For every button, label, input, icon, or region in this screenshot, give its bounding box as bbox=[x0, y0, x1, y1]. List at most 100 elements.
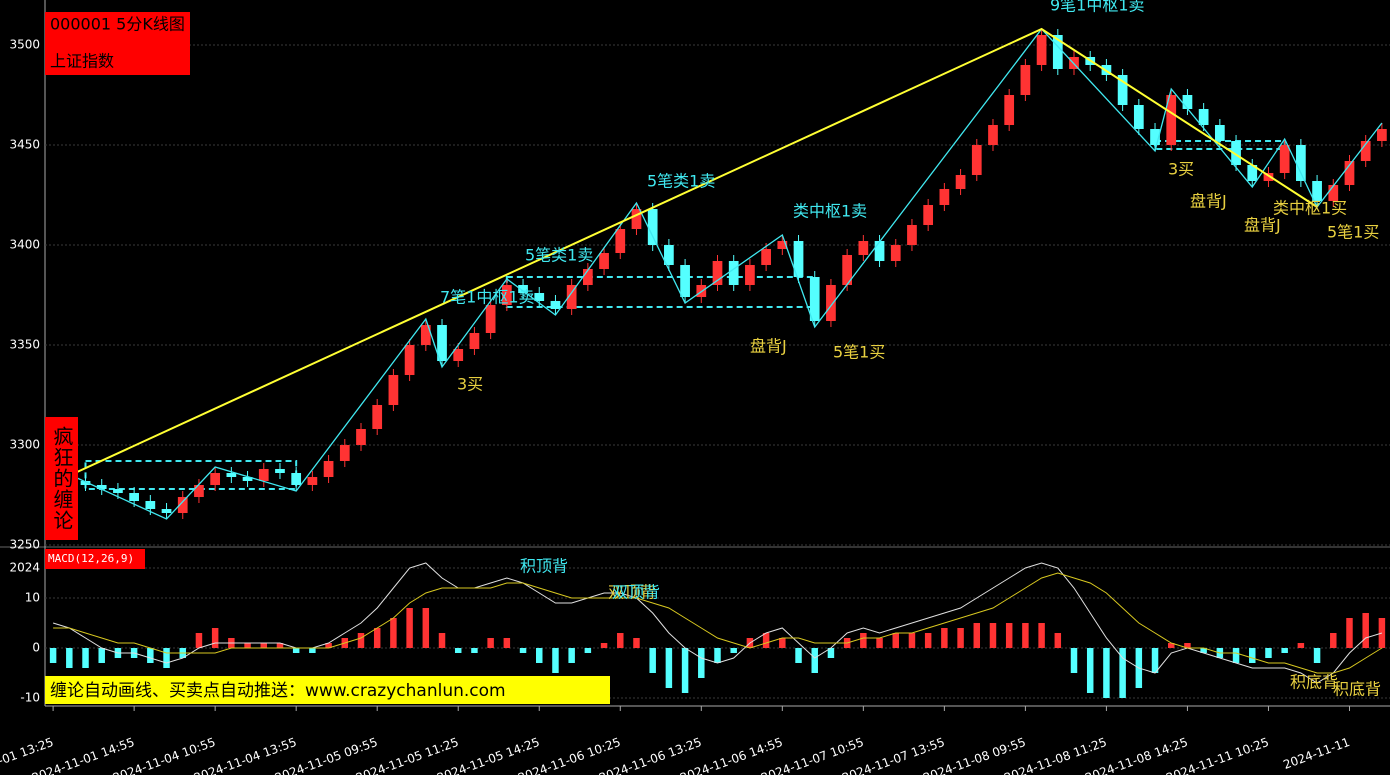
annotation: 3买 bbox=[1168, 160, 1194, 179]
macd-bar bbox=[244, 643, 251, 648]
candle-body bbox=[469, 333, 480, 349]
macd-bar bbox=[1119, 648, 1126, 698]
macd-bar bbox=[762, 633, 770, 648]
candle-body bbox=[113, 489, 123, 493]
macd-bar bbox=[957, 628, 964, 648]
macd-bar bbox=[633, 638, 640, 648]
candle-body bbox=[388, 375, 399, 405]
candle-body bbox=[453, 349, 464, 361]
macd-bar bbox=[1005, 623, 1013, 648]
macd-bar bbox=[973, 623, 981, 648]
macd-bar bbox=[536, 648, 543, 663]
candle-body bbox=[1036, 35, 1047, 65]
banner-box bbox=[45, 676, 610, 704]
macd-bar bbox=[1184, 643, 1191, 648]
annotation: 5笔1买 bbox=[1327, 223, 1379, 242]
candle-body bbox=[291, 473, 302, 485]
y-tick-label: 3450 bbox=[9, 138, 40, 152]
annotation: 5笔1买 bbox=[833, 343, 885, 362]
macd-bar bbox=[1151, 648, 1159, 673]
candle-body bbox=[518, 285, 528, 293]
y-tick-label: 2024 bbox=[9, 561, 40, 575]
macd-bar bbox=[876, 638, 883, 648]
candle-body bbox=[1328, 185, 1339, 201]
title-box bbox=[45, 12, 190, 75]
annotation: 9笔1中枢1卖 bbox=[1050, 0, 1145, 15]
candle-body bbox=[80, 481, 91, 485]
macd-bar bbox=[98, 648, 105, 663]
annotation: 积底背 bbox=[1333, 680, 1381, 699]
candle-body bbox=[404, 345, 415, 375]
candle-body bbox=[583, 269, 593, 285]
macd-bar bbox=[276, 643, 284, 648]
macd-bar bbox=[714, 648, 721, 663]
y-tick-label: 0 bbox=[32, 641, 40, 655]
annotation: 盘背J bbox=[750, 337, 787, 356]
candle-body bbox=[242, 477, 253, 481]
candle-body bbox=[1020, 65, 1031, 95]
macd-bar bbox=[1265, 648, 1272, 658]
macd-bar bbox=[730, 648, 737, 653]
candle-body bbox=[971, 145, 982, 175]
candle-body bbox=[761, 249, 771, 265]
macd-bar bbox=[1022, 623, 1029, 648]
candle-body bbox=[177, 497, 188, 513]
candle-body bbox=[307, 477, 318, 485]
candle-body bbox=[275, 469, 285, 473]
macd-bar bbox=[989, 623, 997, 648]
macd-bar bbox=[1313, 648, 1321, 663]
annotation: 5笔类1卖 bbox=[647, 172, 715, 191]
candle-body bbox=[988, 125, 998, 145]
macd-bar bbox=[519, 648, 527, 653]
macd-bar bbox=[908, 633, 916, 648]
macd-bar bbox=[892, 633, 899, 648]
candle-body bbox=[356, 429, 366, 445]
macd-bar bbox=[471, 648, 478, 653]
candle-body bbox=[890, 245, 901, 261]
macd-bar bbox=[649, 648, 656, 673]
candle-body bbox=[923, 205, 934, 225]
trend-line bbox=[52, 27, 1318, 484]
candle-body bbox=[1182, 95, 1193, 109]
macd-bar bbox=[454, 648, 462, 653]
candle-body bbox=[631, 209, 642, 229]
annotation: 5笔类1卖 bbox=[525, 246, 593, 265]
y-tick-label: 3250 bbox=[9, 538, 40, 552]
candle-body bbox=[728, 261, 739, 285]
macd-bar bbox=[1330, 633, 1337, 648]
macd-bar bbox=[665, 648, 673, 688]
macd-bar bbox=[1054, 633, 1062, 648]
candle-body bbox=[339, 445, 350, 461]
candle-body bbox=[258, 469, 269, 481]
candle-body bbox=[372, 405, 383, 429]
candle-body bbox=[1231, 141, 1241, 165]
candle-body bbox=[1133, 105, 1144, 129]
macd-bar bbox=[568, 648, 575, 663]
annotation: 盘背J bbox=[1190, 192, 1227, 211]
candle-body bbox=[550, 301, 561, 309]
y-tick-label: -10 bbox=[20, 691, 40, 705]
macd-bar bbox=[373, 628, 381, 648]
candle-body bbox=[1166, 95, 1177, 145]
macd-bar bbox=[390, 618, 397, 648]
candle-body bbox=[615, 229, 626, 253]
candle-body bbox=[1296, 145, 1306, 181]
annotation: 3买 bbox=[457, 375, 483, 394]
candle-body bbox=[129, 493, 139, 501]
candle-body bbox=[712, 261, 723, 285]
candle-body bbox=[1198, 109, 1209, 125]
candle-body bbox=[680, 265, 690, 297]
macd-bar bbox=[1249, 648, 1256, 663]
candle-body bbox=[1263, 173, 1274, 181]
chart-subtitle: 上证指数 bbox=[50, 52, 114, 71]
candle-body bbox=[1360, 141, 1371, 161]
macd-label-box bbox=[45, 549, 145, 569]
candle-body bbox=[534, 293, 545, 301]
macd-bar bbox=[1167, 643, 1175, 648]
banner: 缠论自动画线、买卖点自动推送：www.crazychanlun.com bbox=[50, 681, 506, 701]
candle-body bbox=[826, 285, 836, 321]
macd-line bbox=[52, 562, 1383, 684]
macd-bar bbox=[260, 643, 268, 648]
macd-bar bbox=[1103, 648, 1110, 698]
annotation: 双顶背 bbox=[612, 583, 660, 602]
